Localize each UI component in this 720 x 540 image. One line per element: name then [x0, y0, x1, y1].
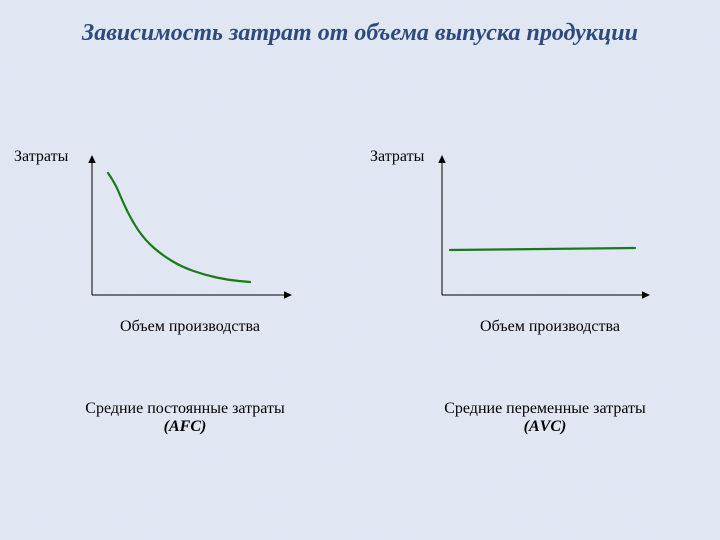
left-chart-caption: Средние постоянные затраты (АFC): [60, 400, 310, 436]
right-chart-caption: Средние переменные затраты (АVC): [415, 400, 675, 436]
left-chart: [80, 155, 300, 310]
left-chart-caption-line1: Средние постоянные затраты: [85, 400, 284, 417]
right-chart-x-axis-label: Объем производства: [450, 318, 650, 336]
right-chart-caption-line1: Средние переменные затраты: [444, 400, 646, 417]
right-chart-y-axis-label: Затраты: [370, 148, 424, 166]
page-title: Зависимость затрат от объема выпуска про…: [0, 20, 720, 47]
left-chart-y-axis-label: Затраты: [14, 148, 68, 166]
left-chart-x-axis-label: Объем производства: [90, 318, 290, 336]
right-chart: [430, 155, 660, 310]
right-chart-caption-abbr: (АVC): [415, 418, 675, 436]
left-chart-caption-abbr: (АFC): [60, 418, 310, 436]
